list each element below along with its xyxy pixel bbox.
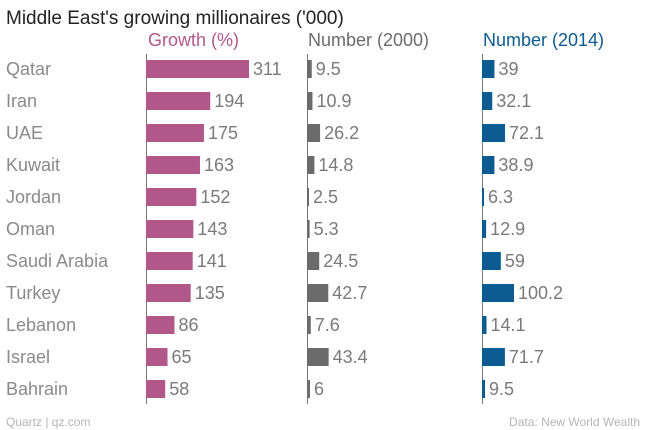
bar-growth-iran	[146, 92, 211, 110]
chart-title: Middle East's growing millionaires ('000…	[6, 8, 344, 29]
bar-number-2014-qatar	[482, 60, 495, 78]
value-label-number-2000-iran: 10.9	[316, 91, 351, 111]
bar-number-2014-uae	[482, 124, 506, 142]
bar-number-2000-qatar	[307, 60, 312, 78]
bar-number-2000-iran	[307, 92, 313, 110]
bar-number-2000-oman	[307, 220, 310, 238]
bar-number-2000-israel	[307, 348, 329, 366]
bar-growth-oman	[146, 220, 194, 238]
bar-number-2000-saudi-arabia	[307, 252, 320, 270]
value-label-number-2000-uae: 26.2	[324, 123, 359, 143]
category-label-lebanon: Lebanon	[6, 315, 76, 335]
header-number-2000: Number (2000)	[308, 30, 429, 50]
value-label-number-2000-turkey: 42.7	[332, 283, 367, 303]
bar-number-2014-bahrain	[482, 380, 486, 398]
value-label-growth-turkey: 135	[195, 283, 225, 303]
bar-growth-bahrain	[146, 380, 166, 398]
value-label-number-2000-bahrain: 6	[314, 379, 324, 399]
bar-growth-kuwait	[146, 156, 200, 174]
bar-growth-uae	[146, 124, 204, 142]
bar-number-2000-jordan	[307, 188, 309, 206]
value-label-growth-israel: 65	[172, 347, 192, 367]
category-label-iran: Iran	[6, 91, 37, 111]
value-label-number-2014-oman: 12.9	[490, 219, 525, 239]
header-growth: Growth (%)	[148, 30, 239, 50]
value-label-growth-uae: 175	[208, 123, 238, 143]
bar-number-2000-bahrain	[307, 380, 310, 398]
value-label-number-2014-qatar: 39	[498, 59, 518, 79]
bar-number-2014-turkey	[482, 284, 514, 302]
value-label-number-2014-turkey: 100.2	[518, 283, 563, 303]
bar-number-2014-jordan	[482, 188, 485, 206]
bar-number-2014-saudi-arabia	[482, 252, 501, 270]
category-label-saudi-arabia: Saudi Arabia	[6, 251, 109, 271]
bar-number-2014-oman	[482, 220, 487, 238]
value-label-number-2000-jordan: 2.5	[313, 187, 338, 207]
value-label-growth-lebanon: 86	[178, 315, 198, 335]
value-label-number-2014-saudi-arabia: 59	[505, 251, 525, 271]
value-label-number-2014-bahrain: 9.5	[489, 379, 514, 399]
value-label-growth-saudi-arabia: 141	[197, 251, 227, 271]
category-label-oman: Oman	[6, 219, 55, 239]
header-number-2014: Number (2014)	[483, 30, 604, 50]
value-label-growth-qatar: 311	[253, 59, 282, 79]
bar-number-2000-lebanon	[307, 316, 311, 334]
value-label-number-2014-uae: 72.1	[509, 123, 544, 143]
bar-number-2014-iran	[482, 92, 493, 110]
value-label-number-2000-lebanon: 7.6	[315, 315, 340, 335]
value-label-number-2014-jordan: 6.3	[488, 187, 513, 207]
category-label-jordan: Jordan	[6, 187, 61, 207]
bar-number-2014-israel	[482, 348, 505, 366]
bar-growth-qatar	[146, 60, 249, 78]
data-source: Data: New World Wealth	[509, 415, 640, 429]
category-label-uae: UAE	[6, 123, 43, 143]
bar-growth-saudi-arabia	[146, 252, 193, 270]
value-label-number-2000-israel: 43.4	[333, 347, 368, 367]
category-label-turkey: Turkey	[6, 283, 60, 303]
value-label-number-2000-oman: 5.3	[314, 219, 339, 239]
bar-number-2000-kuwait	[307, 156, 315, 174]
category-label-kuwait: Kuwait	[6, 155, 60, 175]
bar-number-2000-uae	[307, 124, 321, 142]
value-label-number-2000-saudi-arabia: 24.5	[323, 251, 358, 271]
bar-number-2014-kuwait	[482, 156, 495, 174]
value-label-number-2014-iran: 32.1	[496, 91, 531, 111]
value-label-growth-iran: 194	[214, 91, 244, 111]
value-label-number-2000-qatar: 9.5	[316, 59, 341, 79]
category-label-israel: Israel	[6, 347, 50, 367]
category-label-qatar: Qatar	[6, 59, 51, 79]
source-credit: Quartz | qz.com	[6, 415, 90, 429]
value-label-growth-bahrain: 58	[169, 379, 189, 399]
bar-number-2014-lebanon	[482, 316, 487, 334]
value-label-growth-jordan: 152	[200, 187, 230, 207]
value-label-number-2014-lebanon: 14.1	[491, 315, 526, 335]
category-label-bahrain: Bahrain	[6, 379, 68, 399]
bar-growth-turkey	[146, 284, 191, 302]
bar-growth-lebanon	[146, 316, 175, 334]
bar-growth-israel	[146, 348, 168, 366]
bar-growth-jordan	[146, 188, 197, 206]
value-label-number-2014-kuwait: 38.9	[498, 155, 533, 175]
value-label-number-2000-kuwait: 14.8	[318, 155, 353, 175]
value-label-growth-kuwait: 163	[204, 155, 234, 175]
value-label-number-2014-israel: 71.7	[509, 347, 544, 367]
value-label-growth-oman: 143	[197, 219, 227, 239]
bar-number-2000-turkey	[307, 284, 329, 302]
